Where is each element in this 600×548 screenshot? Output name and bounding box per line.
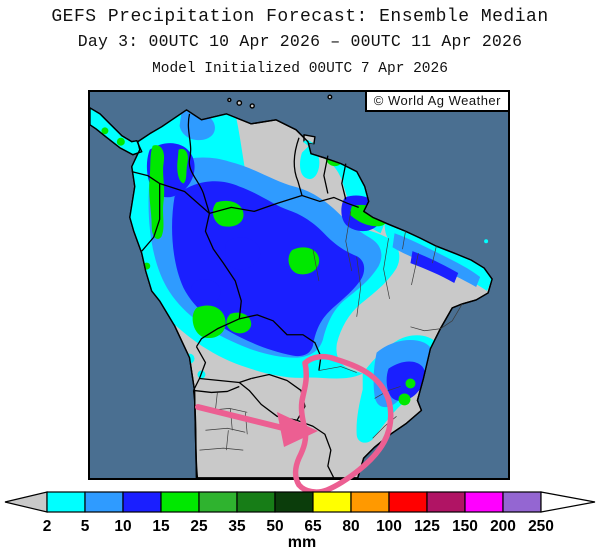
colorbar-cell — [236, 491, 276, 513]
caribbean-island — [236, 100, 243, 106]
precipitation-field — [90, 107, 493, 443]
credit-badge: © World Ag Weather — [364, 90, 510, 112]
colorbar-tick: 65 — [304, 518, 322, 535]
colorbar-cell — [388, 491, 428, 513]
colorbar-below-range-arrow — [4, 491, 48, 513]
colorbar-cell — [426, 491, 466, 513]
caribbean-island — [327, 94, 333, 100]
forecast-period-subtitle: Day 3: 00UTC 10 Apr 2026 – 00UTC 11 Apr … — [77, 32, 523, 51]
colorbar-tick: 15 — [152, 518, 170, 535]
colorbar-cell — [350, 491, 390, 513]
colorbar-unit-label: mm — [288, 534, 316, 548]
colorbar-tick: 2 — [43, 518, 52, 535]
colorbar-tick: 5 — [81, 518, 90, 535]
caribbean-island — [227, 97, 232, 103]
colorbar-tick: 10 — [114, 518, 131, 535]
colorbar-tick: 125 — [414, 518, 440, 535]
colorbar-cell — [46, 491, 86, 513]
colorbar-tick: 50 — [266, 518, 283, 535]
caribbean-island — [249, 103, 255, 109]
offshore-island-precip — [484, 239, 489, 244]
forecast-map: © World Ag Weather — [88, 90, 510, 480]
colorbar-tick: 35 — [228, 518, 246, 535]
colorbar-tick: 200 — [490, 518, 516, 535]
map-canvas — [90, 92, 508, 478]
colorbar-cell — [502, 491, 542, 513]
colorbar-cell — [312, 491, 352, 513]
colorbar-cell — [274, 491, 314, 513]
colorbar-above-range-arrow — [540, 491, 596, 513]
colorbar-tick: 80 — [342, 518, 359, 535]
page-title: GEFS Precipitation Forecast: Ensemble Me… — [51, 7, 549, 27]
colorbar-cell — [122, 491, 162, 513]
colorbar-tick: 150 — [452, 518, 478, 535]
colorbar-cell — [84, 491, 124, 513]
colorbar-cell — [198, 491, 238, 513]
precip-colorbar: 2 5 10 15 25 35 50 65 80 100 125 150 200… — [4, 491, 596, 548]
colorbar-tick: 100 — [376, 518, 402, 535]
colorbar-tick: 250 — [528, 518, 554, 535]
colorbar-cell — [160, 491, 200, 513]
model-init-line: Model Initialized 00UTC 7 Apr 2026 — [152, 61, 448, 77]
colorbar-tick: 25 — [190, 518, 208, 535]
colorbar-cell — [464, 491, 504, 513]
